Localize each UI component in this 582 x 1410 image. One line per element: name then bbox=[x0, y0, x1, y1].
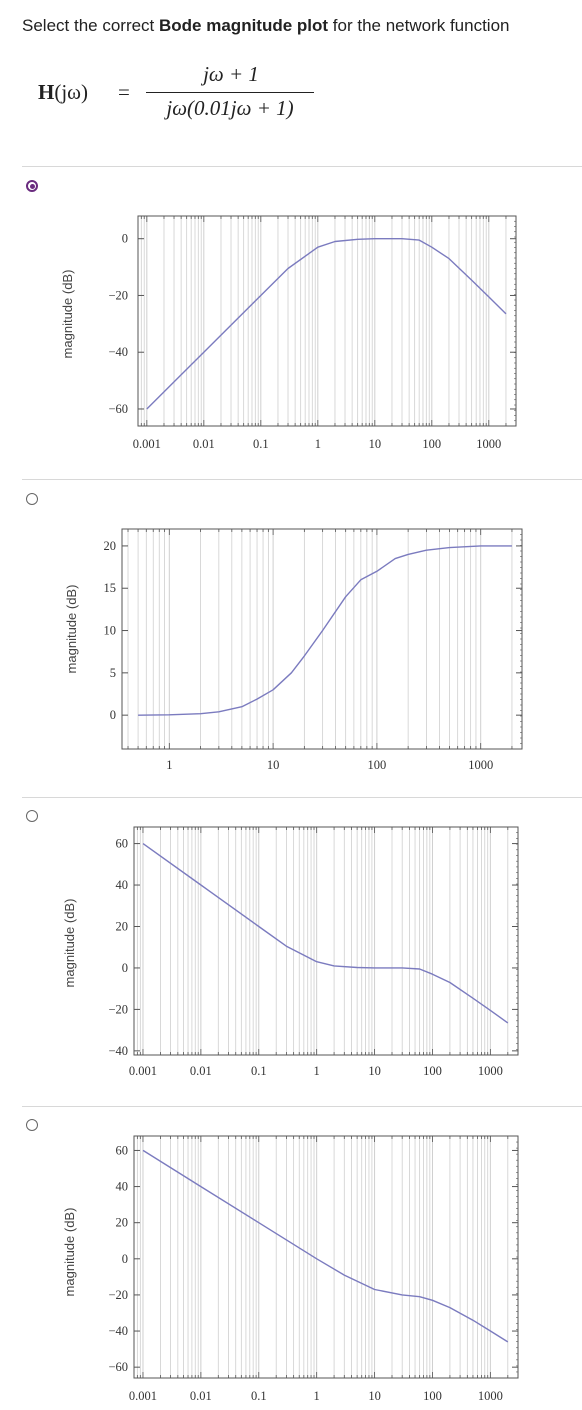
y-tick-label: 40 bbox=[116, 1180, 129, 1194]
y-tick-label: 5 bbox=[110, 666, 116, 680]
fraction-bar bbox=[146, 92, 314, 93]
x-tick-label: 1000 bbox=[468, 758, 493, 772]
x-tick-label: 1000 bbox=[476, 437, 501, 451]
x-tick-label: 0.1 bbox=[251, 1064, 267, 1078]
x-tick-label: 10 bbox=[369, 437, 382, 451]
y-tick-label: 0 bbox=[110, 708, 116, 722]
question-suffix: for the network function bbox=[328, 16, 510, 35]
y-tick-label: −60 bbox=[108, 1360, 128, 1374]
option-divider bbox=[22, 166, 582, 167]
question-text: Select the correct Bode magnitude plot f… bbox=[22, 14, 510, 38]
option-divider bbox=[22, 479, 582, 480]
y-tick-label: 60 bbox=[116, 837, 129, 851]
x-tick-label: 100 bbox=[423, 1064, 442, 1078]
formula-lhs: H(jω) bbox=[38, 80, 88, 105]
option-3-plot: 60 40 20 0 −20 −40 0.001 0.01 0.1 1 10 100 1000 magni… bbox=[0, 797, 582, 1105]
x-tick-label: 0.001 bbox=[133, 437, 161, 451]
y-tick-label: −60 bbox=[108, 402, 128, 416]
bode-plot-1: 0 −20 −40 −60 0.001 0.01 0.1 1 10 100 1000 magnitud… bbox=[60, 215, 517, 451]
option-divider bbox=[22, 797, 582, 798]
x-tick-label: 100 bbox=[422, 437, 441, 451]
option-3-radio[interactable] bbox=[26, 810, 38, 822]
x-tick-label: 1 bbox=[314, 1389, 320, 1403]
x-tick-label: 1 bbox=[315, 437, 321, 451]
bode-plot-3: 60 40 20 0 −20 −400.001 0.01 0.1 1 10 100 1000 magni… bbox=[62, 826, 519, 1078]
x-tick-label: 1000 bbox=[478, 1389, 503, 1403]
question-bold: Bode magnitude plot bbox=[159, 16, 329, 35]
bode-plot-4: 60 40 20 0 −20 −40 −60 0.001 0.01 0.1 1 10 100 1000 ma… bbox=[62, 1135, 519, 1403]
x-tick-label: 0.01 bbox=[190, 1389, 212, 1403]
y-tick-label: 20 bbox=[104, 539, 117, 553]
formula-denominator: jω(0.01jω + 1) bbox=[166, 96, 294, 120]
y-axis-label: magnitude (dB) bbox=[60, 270, 75, 359]
magnitude-curve bbox=[146, 238, 507, 410]
formula-equals: = bbox=[118, 80, 130, 104]
y-axis-label: magnitude (dB) bbox=[62, 899, 77, 988]
y-tick-label: −40 bbox=[108, 345, 128, 359]
y-tick-label: −20 bbox=[108, 1288, 128, 1302]
formula-H: H bbox=[38, 80, 55, 104]
y-tick-label: 20 bbox=[116, 1216, 129, 1230]
x-tick-label: 1 bbox=[314, 1064, 320, 1078]
x-tick-label: 0.1 bbox=[253, 437, 269, 451]
y-tick-label: 10 bbox=[104, 624, 117, 638]
plot-frame bbox=[121, 528, 523, 750]
x-tick-label: 10 bbox=[368, 1389, 381, 1403]
y-axis-label: magnitude (dB) bbox=[62, 1208, 77, 1297]
y-tick-label: 15 bbox=[104, 581, 117, 595]
option-1-plot: 0 −20 −40 −60 0.001 0.01 0.1 1 10 100 1000 magnitud… bbox=[0, 166, 582, 478]
x-tick-label: 10 bbox=[267, 758, 280, 772]
formula-arg: (jω) bbox=[54, 80, 88, 104]
y-tick-label: 40 bbox=[116, 878, 129, 892]
y-tick-label: −40 bbox=[108, 1044, 128, 1058]
x-tick-label: 0.1 bbox=[251, 1389, 267, 1403]
x-tick-label: 100 bbox=[423, 1389, 442, 1403]
y-tick-label: −20 bbox=[108, 288, 128, 302]
x-tick-label: 0.001 bbox=[129, 1389, 157, 1403]
y-tick-label: 20 bbox=[116, 919, 129, 933]
network-function-formula: H(jω) = jω + 1 jω(0.01jω + 1) bbox=[0, 60, 582, 130]
x-tick-label: 1 bbox=[166, 758, 172, 772]
y-axis-label: magnitude (dB) bbox=[64, 585, 79, 674]
y-tick-label: −20 bbox=[108, 1002, 128, 1016]
option-divider bbox=[22, 1106, 582, 1107]
x-tick-label: 0.01 bbox=[190, 1064, 212, 1078]
x-tick-label: 100 bbox=[368, 758, 387, 772]
option-1-radio[interactable] bbox=[26, 180, 38, 192]
x-tick-label: 10 bbox=[368, 1064, 381, 1078]
x-tick-label: 0.001 bbox=[129, 1064, 157, 1078]
magnitude-curve bbox=[138, 545, 512, 716]
y-tick-label: 60 bbox=[116, 1143, 129, 1157]
y-tick-label: 0 bbox=[122, 1252, 128, 1266]
magnitude-curve bbox=[142, 843, 509, 1024]
option-2-radio[interactable] bbox=[26, 493, 38, 505]
magnitude-curve bbox=[142, 1149, 509, 1343]
x-tick-label: 1000 bbox=[478, 1064, 503, 1078]
option-2-plot: 20 15 10 5 0 1 10 100 1000 magnitude (dB) bbox=[0, 479, 582, 797]
y-tick-label: 0 bbox=[122, 232, 128, 246]
x-tick-label: 0.01 bbox=[193, 437, 215, 451]
option-4-radio[interactable] bbox=[26, 1119, 38, 1131]
bode-plot-2: 20 15 10 5 0 1 10 100 1000 magnitude (dB) bbox=[64, 528, 523, 772]
y-tick-label: 0 bbox=[122, 961, 128, 975]
y-tick-label: −40 bbox=[108, 1324, 128, 1338]
formula-numerator: jω + 1 bbox=[203, 62, 259, 86]
question-prefix: Select the correct bbox=[22, 16, 160, 35]
option-4-plot: 60 40 20 0 −20 −40 −60 0.001 0.01 0.1 1 10 100 1000 ma… bbox=[0, 1106, 582, 1410]
